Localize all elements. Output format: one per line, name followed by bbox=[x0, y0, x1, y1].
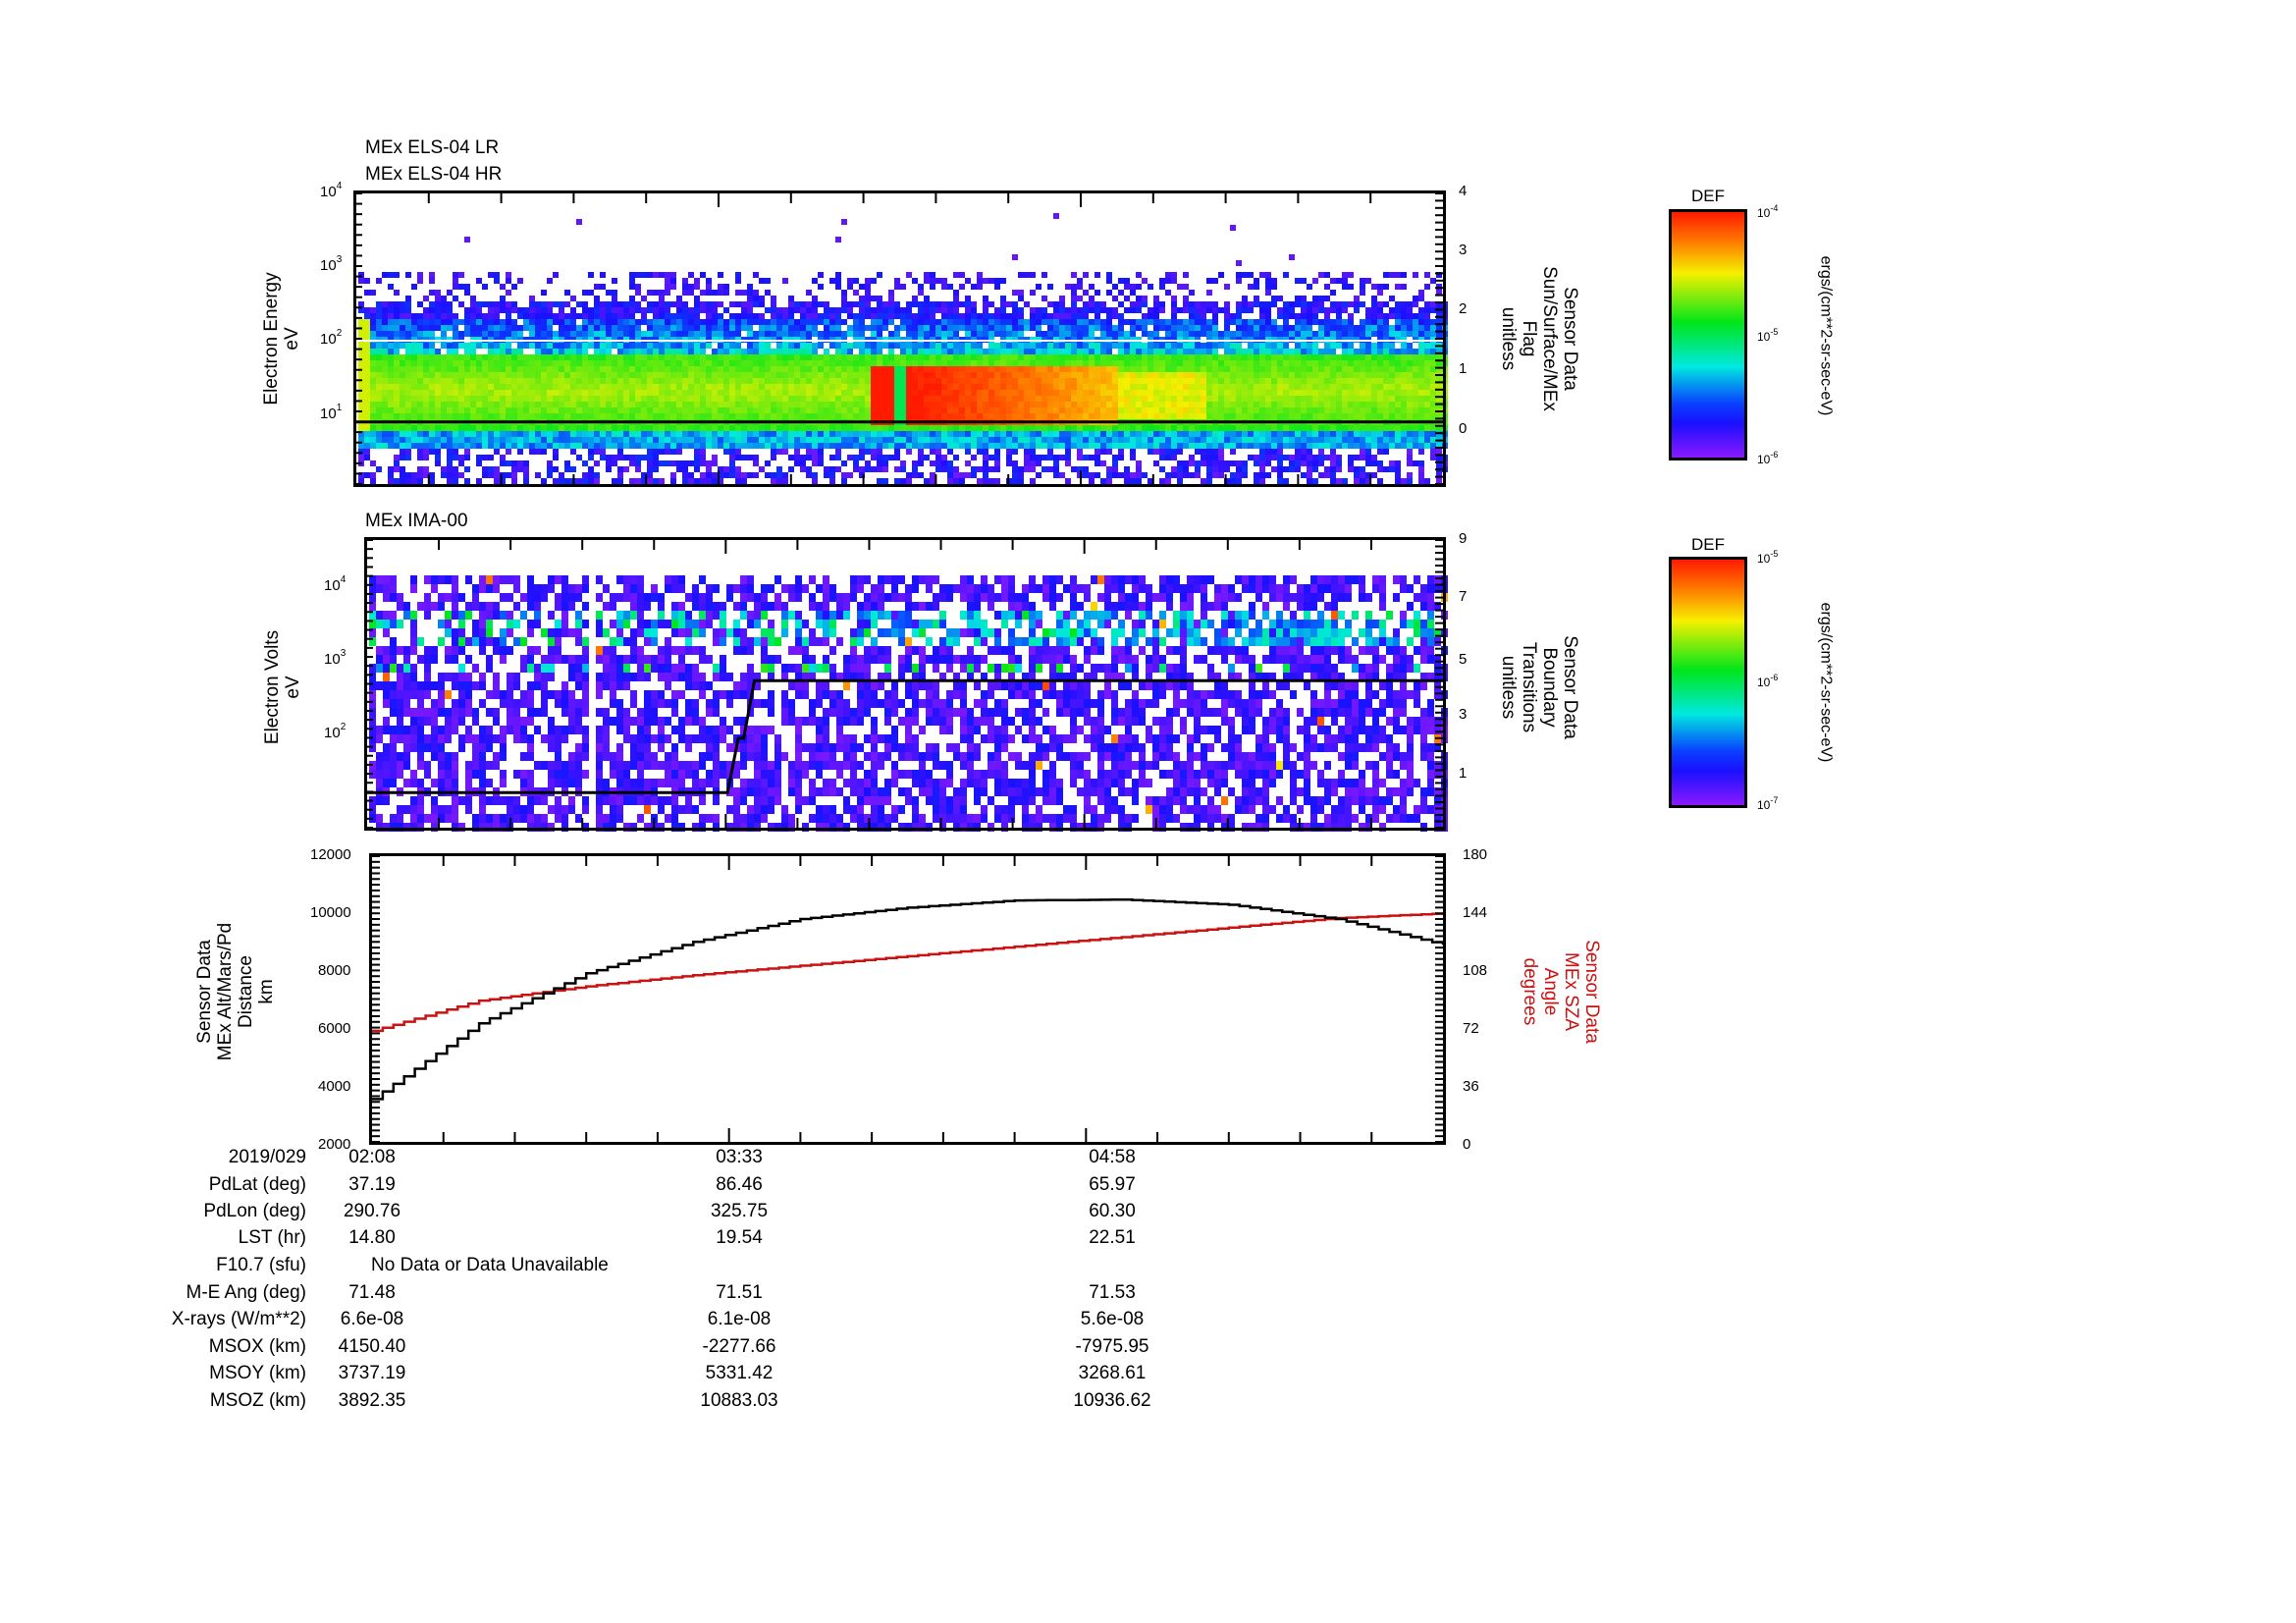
els-rtick-1: 1 bbox=[1459, 360, 1468, 377]
info-row-label: M-E Ang (deg) bbox=[186, 1282, 307, 1303]
els-plot-frame bbox=[353, 190, 1446, 487]
info-cell: 65.97 bbox=[1089, 1174, 1136, 1195]
els-cbar-tick-mid: 10-5 bbox=[1757, 327, 1779, 344]
els-colorbar-title: DEF bbox=[1691, 187, 1725, 205]
info-cell: 5.6e-08 bbox=[1080, 1309, 1145, 1329]
orbit-left-axis-line3: Distance bbox=[236, 955, 256, 1028]
els-ytick-1e1: 101 bbox=[320, 403, 343, 422]
info-row-label: PdLat (deg) bbox=[208, 1174, 306, 1195]
els-ytick-1e2: 102 bbox=[320, 328, 343, 348]
info-row-label: MSOZ (km) bbox=[209, 1390, 306, 1411]
els-colorbar bbox=[1669, 209, 1747, 460]
els-rtick-2: 2 bbox=[1459, 300, 1468, 317]
orbit-ytick-10000: 10000 bbox=[310, 904, 351, 921]
ima-cbar-tick-bottom: 10-7 bbox=[1757, 795, 1779, 812]
info-cell: 71.53 bbox=[1089, 1282, 1136, 1303]
orbit-ytick-2000: 2000 bbox=[318, 1136, 351, 1153]
els-cbar-tick-top: 10-4 bbox=[1757, 203, 1779, 220]
info-row-label: F10.7 (sfu) bbox=[216, 1255, 306, 1275]
info-row-label: MSOY (km) bbox=[209, 1363, 306, 1383]
els-rtick-3: 3 bbox=[1459, 242, 1468, 258]
els-ytick-1e4: 104 bbox=[320, 181, 343, 200]
info-cell: 10883.03 bbox=[700, 1390, 778, 1411]
orbit-left-axis-line1: Sensor Data bbox=[194, 940, 215, 1044]
panel-ima-title: MEx IMA-00 bbox=[365, 511, 468, 531]
orbit-ytick-12000: 12000 bbox=[310, 846, 351, 863]
ima-colorbar-title: DEF bbox=[1691, 535, 1725, 554]
info-cell: 6.6e-08 bbox=[340, 1309, 404, 1329]
f107-no-data-note: No Data or Data Unavailable bbox=[371, 1255, 609, 1275]
info-cell: 71.51 bbox=[716, 1282, 763, 1303]
ima-rtick-3: 3 bbox=[1459, 706, 1468, 723]
info-cell: 6.1e-08 bbox=[707, 1309, 772, 1329]
info-row-label: X-rays (W/m**2) bbox=[171, 1309, 306, 1329]
orbit-right-axis-line1: Sensor Data bbox=[1581, 940, 1602, 1044]
ima-ytick-1e4: 104 bbox=[324, 574, 347, 594]
info-cell: 19.54 bbox=[716, 1227, 763, 1248]
els-rtick-4: 4 bbox=[1459, 183, 1468, 199]
ima-cbar-tick-mid: 10-6 bbox=[1757, 673, 1779, 689]
info-cell: 3892.35 bbox=[338, 1390, 406, 1411]
info-cell: -7975.95 bbox=[1075, 1336, 1149, 1357]
info-cell: 3737.19 bbox=[338, 1363, 406, 1383]
orbit-left-axis-line2: MEx Alt/Mars/Pd bbox=[215, 922, 236, 1061]
els-rtick-0: 0 bbox=[1459, 420, 1468, 437]
orbit-right-axis-label: Sensor Data MEx SZA Angle degrees bbox=[1520, 940, 1602, 1044]
orbit-right-axis-line2: MEx SZA bbox=[1561, 951, 1581, 1032]
els-ytick-1e3: 103 bbox=[320, 254, 343, 274]
orbit-ytick-4000: 4000 bbox=[318, 1078, 351, 1095]
orbit-rtick-36: 36 bbox=[1463, 1078, 1479, 1095]
info-cell: -2277.66 bbox=[702, 1336, 776, 1357]
info-cell: 14.80 bbox=[348, 1227, 396, 1248]
orbit-left-axis-line4: km bbox=[256, 979, 277, 1004]
orbit-rtick-72: 72 bbox=[1463, 1020, 1479, 1037]
info-cell: 10936.62 bbox=[1073, 1390, 1151, 1411]
info-row-label: LST (hr) bbox=[238, 1227, 306, 1248]
info-cell: 71.48 bbox=[348, 1282, 396, 1303]
orbit-right-axis-line4: degrees bbox=[1520, 957, 1540, 1026]
ima-ytick-1e3: 103 bbox=[324, 648, 347, 668]
orbit-left-axis-label: Sensor Data MEx Alt/Mars/Pd Distance km bbox=[194, 923, 277, 1060]
orbit-rtick-108: 108 bbox=[1463, 962, 1488, 979]
ima-colorbar bbox=[1669, 557, 1747, 808]
panel-els-title-hr: MEx ELS-04 HR bbox=[365, 164, 503, 185]
ima-rtick-1: 1 bbox=[1459, 765, 1468, 782]
ima-ytick-1e2: 102 bbox=[324, 722, 347, 741]
info-cell: 04:58 bbox=[1089, 1147, 1136, 1167]
info-cell: 60.30 bbox=[1089, 1201, 1136, 1221]
info-cell: 37.19 bbox=[348, 1174, 396, 1195]
ima-cbar-tick-top: 10-5 bbox=[1757, 549, 1779, 566]
orbit-rtick-180: 180 bbox=[1463, 846, 1488, 863]
info-row-label: PdLon (deg) bbox=[203, 1201, 306, 1221]
orbit-rtick-0: 0 bbox=[1463, 1136, 1471, 1153]
info-row-label: MSOX (km) bbox=[208, 1336, 306, 1357]
orbit-ytick-6000: 6000 bbox=[318, 1020, 351, 1037]
info-row-label: 2019/029 bbox=[228, 1147, 306, 1167]
info-cell: 02:08 bbox=[348, 1147, 396, 1167]
orbit-plot-frame bbox=[369, 853, 1446, 1145]
info-cell: 3268.61 bbox=[1078, 1363, 1147, 1383]
info-cell: 290.76 bbox=[343, 1201, 401, 1221]
ima-rtick-9: 9 bbox=[1459, 530, 1468, 547]
orbit-ytick-8000: 8000 bbox=[318, 962, 351, 979]
info-cell: 22.51 bbox=[1089, 1227, 1136, 1248]
orbit-rtick-144: 144 bbox=[1463, 904, 1488, 921]
orbit-right-axis-line3: Angle bbox=[1540, 967, 1561, 1016]
ima-plot-frame bbox=[364, 537, 1446, 831]
panel-els-title-lr: MEx ELS-04 LR bbox=[365, 137, 500, 158]
info-cell: 5331.42 bbox=[705, 1363, 774, 1383]
els-cbar-tick-bottom: 10-6 bbox=[1757, 450, 1779, 466]
info-cell: 03:33 bbox=[716, 1147, 763, 1167]
info-cell: 4150.40 bbox=[338, 1336, 406, 1357]
info-cell: 325.75 bbox=[710, 1201, 769, 1221]
ima-rtick-7: 7 bbox=[1459, 588, 1468, 605]
info-cell: 86.46 bbox=[716, 1174, 763, 1195]
ima-rtick-5: 5 bbox=[1459, 651, 1468, 668]
